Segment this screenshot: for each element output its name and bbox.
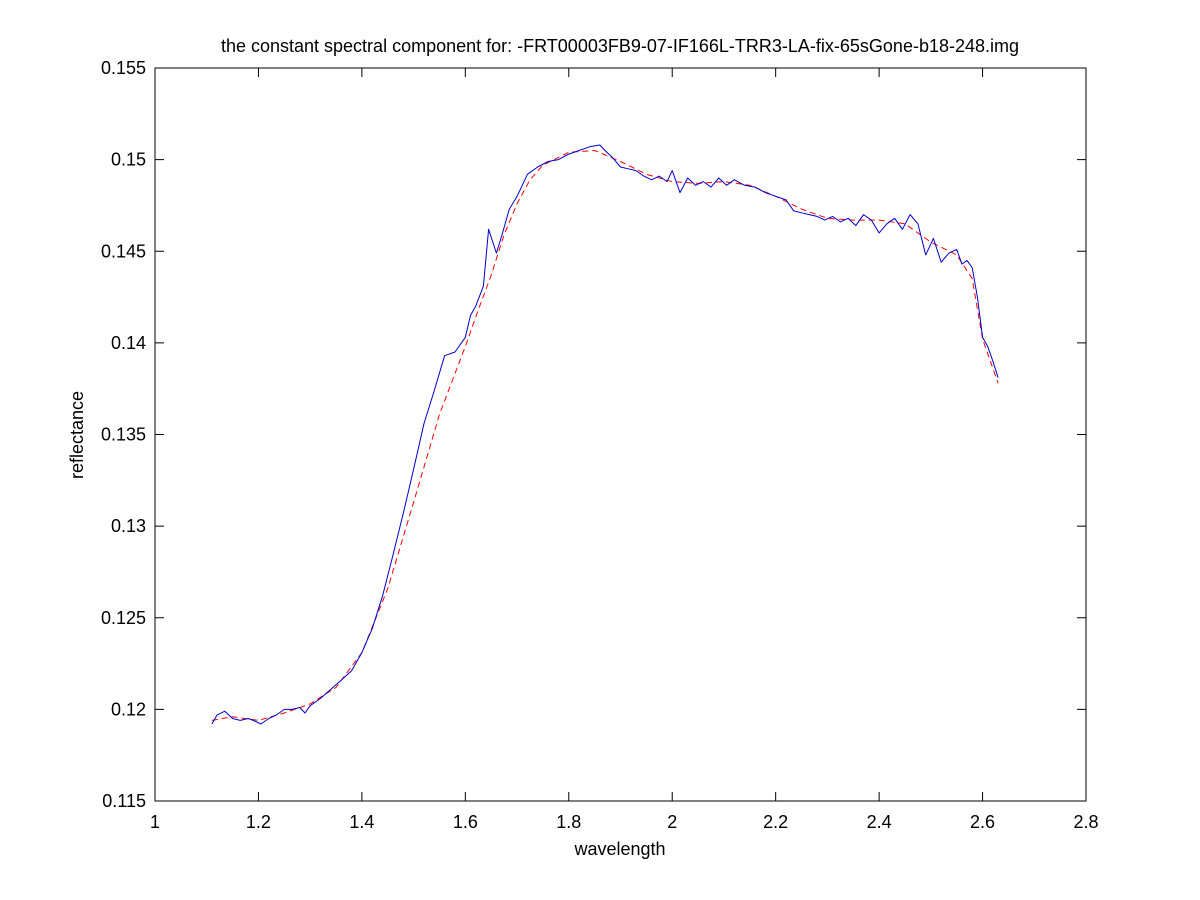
x-axis-label: wavelength bbox=[573, 839, 665, 859]
y-tick-label: 0.13 bbox=[111, 516, 146, 536]
y-tick-label: 0.12 bbox=[111, 699, 146, 719]
x-tick-label: 2 bbox=[667, 812, 677, 832]
chart-title: the constant spectral component for: -FR… bbox=[221, 36, 1019, 56]
x-tick-label: 1.2 bbox=[246, 812, 271, 832]
series-line-fit bbox=[211, 150, 999, 721]
y-tick-label: 0.135 bbox=[101, 425, 146, 445]
x-tick-label: 2.6 bbox=[970, 812, 995, 832]
y-tick-label: 0.145 bbox=[101, 241, 146, 261]
plot-area: 1 1.2 1.4 1.6 1.8 2 2.2 2.4 2.6 2.8 0.115 0.12 0.125… bbox=[101, 58, 1099, 832]
x-tick-label: 1.6 bbox=[453, 812, 478, 832]
series-line-measured bbox=[211, 144, 999, 725]
x-tick-label: 1.4 bbox=[349, 812, 374, 832]
y-axis-label: reflectance bbox=[67, 391, 87, 479]
y-tick-label: 0.155 bbox=[101, 58, 146, 78]
y-tick-label: 0.14 bbox=[111, 333, 146, 353]
x-tick-label: 1 bbox=[150, 812, 160, 832]
y-tick-label: 0.15 bbox=[111, 150, 146, 170]
x-tick-label: 2.8 bbox=[1073, 812, 1098, 832]
y-tick-label: 0.125 bbox=[101, 608, 146, 628]
x-tick-label: 1.8 bbox=[556, 812, 581, 832]
x-tick-label: 2.2 bbox=[763, 812, 788, 832]
x-tick-label: 2.4 bbox=[867, 812, 892, 832]
y-tick-label: 0.115 bbox=[102, 791, 146, 811]
